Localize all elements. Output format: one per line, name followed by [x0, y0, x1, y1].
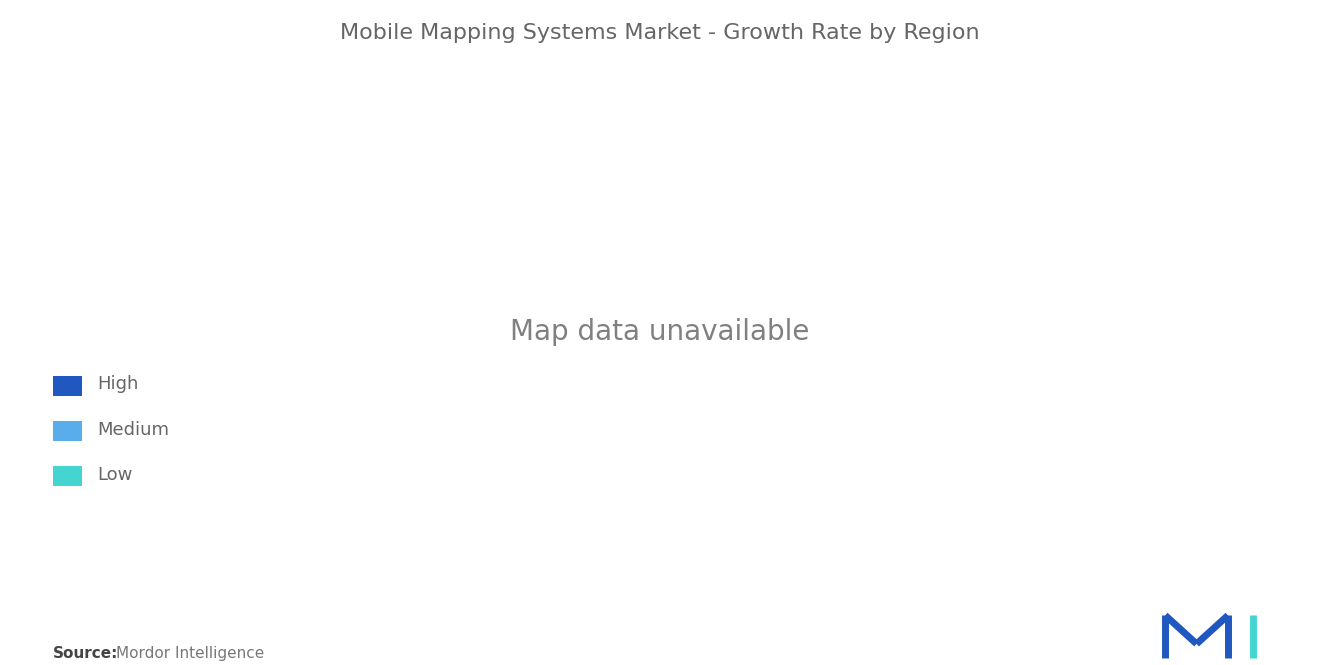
Text: Low: Low — [98, 465, 133, 484]
Text: Medium: Medium — [98, 420, 170, 439]
Text: High: High — [98, 375, 139, 394]
Text: Source:: Source: — [53, 646, 119, 660]
Text: Mobile Mapping Systems Market - Growth Rate by Region: Mobile Mapping Systems Market - Growth R… — [341, 23, 979, 43]
Text: Mordor Intelligence: Mordor Intelligence — [116, 646, 264, 660]
Text: Map data unavailable: Map data unavailable — [511, 319, 809, 346]
